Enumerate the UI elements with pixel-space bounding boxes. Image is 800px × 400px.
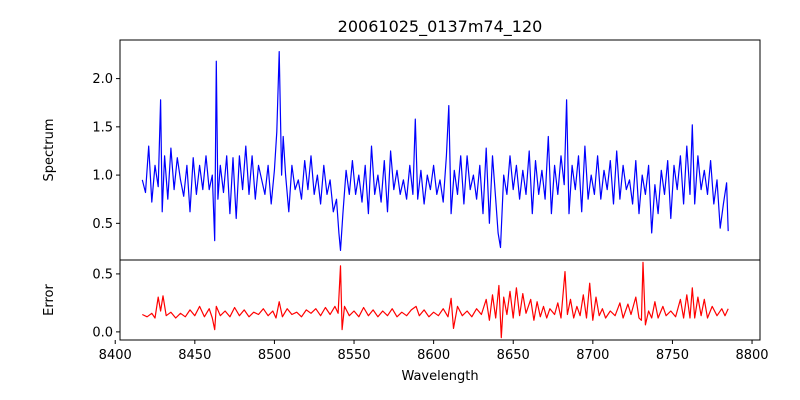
spectrum-y-tick-label: 2.0 xyxy=(92,72,113,87)
spectrum-y-ticks: 0.5 1.0 1.5 2.0 xyxy=(92,72,120,232)
spectrum-y-tick-label: 1.5 xyxy=(92,120,113,135)
spectrum-y-axis-label: Spectrum xyxy=(42,119,57,182)
spectrum-series xyxy=(141,51,729,251)
x-tick-label: 8400 xyxy=(99,348,132,363)
error-y-tick-label: 0.5 xyxy=(92,267,113,282)
spectrum-line xyxy=(141,51,729,251)
x-tick-label: 8750 xyxy=(656,348,689,363)
chart-title: 20061025_0137m74_120 xyxy=(338,17,543,37)
x-tick-label: 8450 xyxy=(178,348,211,363)
x-tick-label: 8650 xyxy=(497,348,530,363)
error-panel: 0.00.5 8400 8450 8500 8550 8600 8650 8700 8750 8… xyxy=(42,259,769,363)
spectrum-y-tick-label: 0.5 xyxy=(92,217,113,232)
error-y-axis-label: Error xyxy=(42,284,57,316)
error-axes-frame xyxy=(119,259,761,341)
spectrum-y-tick-label: 1.0 xyxy=(92,169,113,184)
x-axis-ticks: 8400 8450 8500 8550 8600 8650 8700 8750 8800 xyxy=(99,340,769,363)
error-series xyxy=(142,261,729,339)
x-tick-label: 8800 xyxy=(735,348,768,363)
error-y-tick-label: 0.0 xyxy=(92,325,113,340)
x-axis-label: Wavelength xyxy=(401,369,478,384)
error-line xyxy=(142,261,729,339)
x-tick-label: 8700 xyxy=(576,348,609,363)
error-y-ticks: 0.0 0.5 xyxy=(92,267,120,340)
x-tick-label: 8600 xyxy=(417,348,450,363)
x-tick-label: 8550 xyxy=(337,348,370,363)
x-tick-label: 8500 xyxy=(258,348,291,363)
